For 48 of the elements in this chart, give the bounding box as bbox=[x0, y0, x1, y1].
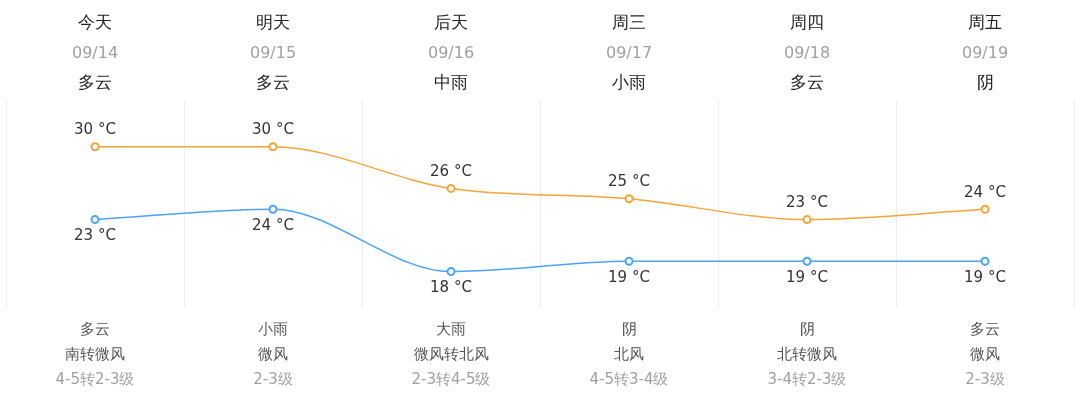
text: 南转微风 bbox=[65, 344, 125, 363]
point bbox=[90, 142, 100, 152]
data-label: 30 °C bbox=[252, 120, 294, 139]
data-label: 18 °C bbox=[430, 277, 472, 296]
text: 3-4转2-3级 bbox=[767, 369, 847, 388]
data-label: 19 °C bbox=[964, 267, 1006, 286]
text: 2-3转4-5级 bbox=[411, 369, 491, 388]
text: 微风 bbox=[258, 344, 288, 363]
x-tick-label: 今天 09/14 多云 bbox=[71, 12, 119, 93]
point bbox=[90, 215, 100, 225]
x-tick-label: 明天 09/15 多云 bbox=[249, 12, 297, 93]
text: 多云 bbox=[80, 319, 110, 338]
data-label: 23 °C bbox=[786, 192, 828, 211]
text: 北转微风 bbox=[777, 344, 837, 363]
text: 微风 bbox=[970, 344, 1000, 363]
data-label: 25 °C bbox=[608, 172, 650, 191]
text: 阴 bbox=[799, 319, 815, 338]
text: 4-5转2-3级 bbox=[55, 369, 135, 388]
data-label: 30 °C bbox=[74, 120, 116, 139]
point bbox=[268, 204, 278, 214]
data-label: 24 °C bbox=[252, 215, 294, 234]
text: 大雨 bbox=[436, 319, 466, 338]
point bbox=[624, 194, 634, 204]
x-tick-label: 周四 09/18 多云 bbox=[783, 12, 831, 93]
x-tick-label: 后天 09/16 中雨 bbox=[427, 12, 475, 93]
text: 阴 bbox=[621, 319, 637, 338]
point bbox=[802, 215, 812, 225]
data-label: 19 °C bbox=[608, 267, 650, 286]
text: 小雨 bbox=[258, 319, 288, 338]
data-label: 26 °C bbox=[430, 161, 472, 180]
x-tick-label: 周三 09/17 小雨 bbox=[605, 12, 653, 93]
point bbox=[268, 142, 278, 152]
point bbox=[980, 256, 990, 266]
data-label: 24 °C bbox=[964, 182, 1006, 201]
text: 2-3级 bbox=[253, 369, 293, 388]
point bbox=[624, 256, 634, 266]
point bbox=[446, 267, 456, 277]
point bbox=[446, 183, 456, 193]
data-label: 23 °C bbox=[74, 225, 116, 244]
text: 微风转北风 bbox=[413, 344, 489, 363]
text: 4-5转3-4级 bbox=[589, 369, 669, 388]
text: 多云 bbox=[970, 319, 1000, 338]
text: 2-3级 bbox=[965, 369, 1005, 388]
data-label: 19 °C bbox=[786, 267, 828, 286]
text: 北风 bbox=[614, 344, 644, 363]
point bbox=[802, 256, 812, 266]
x-tick-label: 周五 09/19 阴 bbox=[961, 12, 1009, 93]
point bbox=[980, 204, 990, 214]
